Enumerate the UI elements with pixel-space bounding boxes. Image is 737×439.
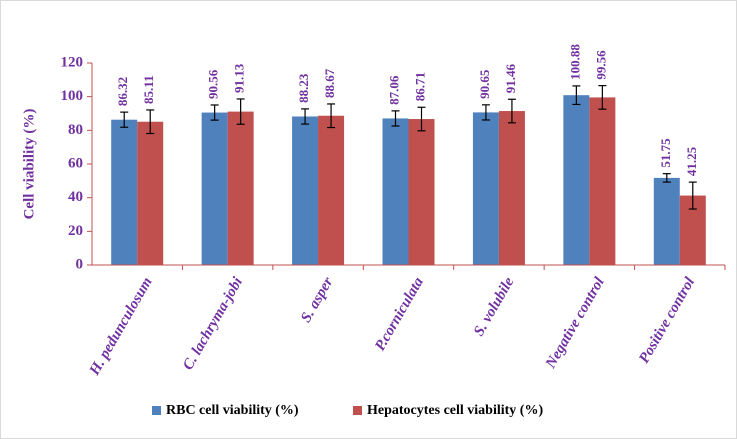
bar — [201, 112, 228, 265]
data-label: 87.06 — [386, 75, 401, 105]
data-label: 86.32 — [115, 77, 130, 106]
bar — [498, 111, 525, 266]
data-label: 91.13 — [232, 63, 247, 93]
data-label: 51.75 — [658, 138, 673, 168]
bar — [563, 95, 590, 265]
legend-label: RBC cell viability (%) — [166, 403, 299, 418]
y-tick-label: 120 — [61, 54, 84, 70]
bar — [408, 119, 435, 265]
bar — [137, 121, 164, 265]
data-label: 91.46 — [503, 64, 518, 94]
data-label: 88.23 — [296, 73, 311, 103]
legend-label: Hepatocytes cell viability (%) — [367, 403, 543, 418]
bar — [472, 112, 499, 266]
legend-swatch — [353, 406, 362, 415]
y-tick-label: 20 — [68, 223, 83, 239]
data-label: 90.56 — [206, 69, 221, 99]
bar — [653, 177, 680, 265]
y-tick-label: 40 — [68, 189, 83, 205]
bar — [227, 111, 254, 265]
data-label: 100.88 — [567, 44, 582, 80]
y-tick-label: 60 — [68, 155, 83, 171]
y-tick-label: 100 — [61, 88, 84, 104]
data-label: 86.71 — [412, 72, 427, 101]
data-label: 90.65 — [477, 69, 492, 99]
data-label: 41.25 — [684, 146, 699, 176]
data-label: 85.11 — [141, 75, 156, 104]
bar — [589, 97, 616, 265]
bar — [111, 119, 138, 265]
bar — [292, 116, 319, 266]
data-label: 99.56 — [593, 50, 608, 80]
data-label: 88.67 — [322, 68, 337, 98]
y-tick-label: 0 — [76, 256, 84, 272]
bar — [318, 115, 345, 265]
y-axis-label: Cell viability (%) — [21, 109, 37, 220]
legend-swatch — [152, 406, 161, 415]
bar — [382, 118, 409, 265]
y-tick-label: 80 — [68, 122, 83, 138]
